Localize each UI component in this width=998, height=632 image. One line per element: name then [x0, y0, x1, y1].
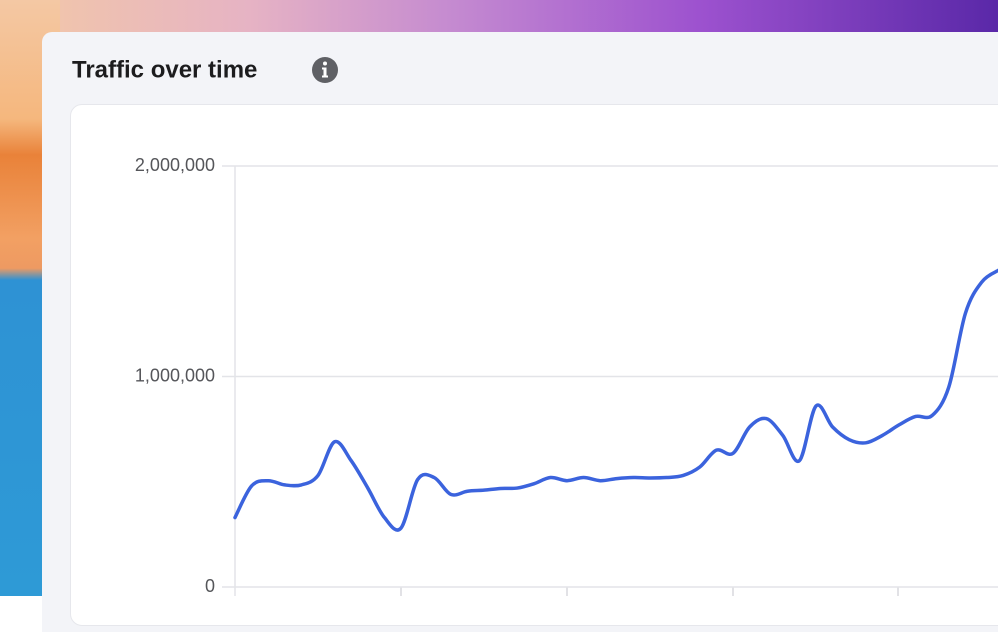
chart: Traffic over time 0 1,000,000 2,000,000 [72, 56, 998, 596]
y-tick-label: 0 [205, 576, 215, 596]
chart-title: Traffic over time [72, 56, 257, 83]
info-icon[interactable] [312, 57, 338, 83]
line-series [233, 268, 998, 532]
x-ticks [400, 587, 899, 596]
y-tick-label: 1,000,000 [135, 365, 215, 385]
y-tick-label: 2,000,000 [135, 155, 215, 175]
